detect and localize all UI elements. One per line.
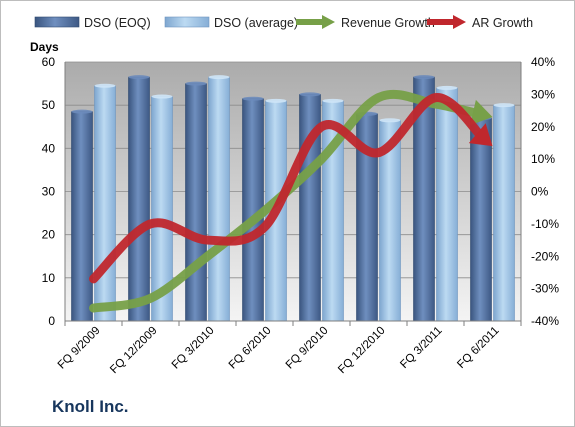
y-tick-label-right: 20%: [531, 120, 555, 134]
company-label: Knoll Inc.: [52, 397, 129, 416]
y-tick-label-left: 60: [42, 55, 56, 69]
x-tick-label: FQ 9/2009: [56, 325, 103, 372]
legend-label-dso-average: DSO (average): [214, 16, 298, 30]
bar-dso-average-cap: [94, 83, 116, 88]
x-tick-label: FQ 12/2010: [336, 325, 387, 376]
y-tick-label-left: 30: [42, 185, 56, 199]
x-tick-label: FQ 12/2009: [108, 325, 159, 376]
y-axis-left-ticks: 0 10 20 30 40 50 60: [42, 55, 56, 328]
bar-dso-average-cap: [208, 75, 230, 80]
y-tick-label-right: -30%: [531, 282, 559, 296]
y-axis-left-title: Days: [30, 40, 59, 54]
bars: [71, 75, 515, 322]
lines: [89, 89, 493, 313]
bar-dso-eoq-cap: [242, 96, 264, 101]
arrowhead-ar-growth: [468, 123, 493, 147]
bar-dso-average: [208, 76, 230, 322]
legend-label-revenue-growth: Revenue Growth: [341, 16, 435, 30]
bar-dso-average-cap: [265, 98, 287, 103]
line-ar-growth: [89, 93, 488, 284]
bar-dso-eoq-cap: [71, 109, 93, 114]
y-tick-label-right: -20%: [531, 249, 559, 263]
axes: [64, 62, 522, 326]
y-tick-label-left: 20: [42, 228, 56, 242]
y-tick-label-left: 40: [42, 141, 56, 155]
y-tick-label-right: 10%: [531, 152, 555, 166]
bar-dso-eoq-cap: [185, 81, 207, 86]
bar-dso-average-cap: [151, 94, 173, 99]
bar-dso-eoq-cap: [413, 75, 435, 80]
bar-dso-average-cap: [322, 98, 344, 103]
y-tick-label-right: 30%: [531, 87, 555, 101]
y-tick-label-right: -40%: [531, 314, 559, 328]
x-axis-ticks: FQ 9/2009 FQ 12/2009 FQ 3/2010 FQ 6/2010 FQ …: [56, 325, 502, 376]
legend: DSO (EOQ) DSO (average) Revenue Growth A…: [34, 15, 533, 30]
bar-dso-average-cap: [436, 85, 458, 90]
legend-arrow-ar-growth: [427, 15, 466, 29]
y-axis-right-ticks: -40% -30% -20% -10% 0% 10% 20% 30% 40%: [531, 55, 559, 328]
x-tick-label: FQ 9/2010: [284, 325, 331, 372]
bar-dso-eoq-cap: [299, 92, 321, 97]
x-tick-label: FQ 3/2011: [398, 325, 444, 371]
legend-swatch-dso-average: [164, 16, 210, 28]
legend-swatch-dso-eoq: [34, 16, 80, 28]
y-tick-label-left: 10: [42, 271, 56, 285]
legend-label-dso-eoq: DSO (EOQ): [84, 16, 151, 30]
y-tick-label-right: 40%: [531, 55, 555, 69]
bar-dso-average: [436, 87, 458, 322]
y-tick-label-left: 0: [48, 314, 55, 328]
bar-dso-eoq-cap: [128, 75, 150, 80]
legend-arrow-revenue-growth: [296, 15, 335, 29]
bar-dso-average-cap: [379, 118, 401, 123]
bar-dso-average: [94, 85, 116, 322]
bar-dso-eoq: [470, 117, 492, 322]
x-tick-label: FQ 3/2010: [170, 325, 217, 372]
y-tick-label-right: 0%: [531, 185, 549, 199]
bar-dso-eoq: [71, 111, 93, 322]
x-tick-label: FQ 6/2010: [227, 325, 274, 372]
y-tick-label-left: 50: [42, 98, 56, 112]
bar-dso-average-cap: [493, 103, 515, 108]
bar-dso-average: [493, 104, 515, 322]
arrowhead-revenue-growth: [470, 99, 493, 126]
legend-label-ar-growth: AR Growth: [472, 16, 533, 30]
y-tick-label-right: -10%: [531, 217, 559, 231]
bar-dso-eoq: [185, 83, 207, 322]
x-tick-label: FQ 6/2011: [455, 325, 501, 371]
bar-dso-eoq: [128, 76, 150, 322]
